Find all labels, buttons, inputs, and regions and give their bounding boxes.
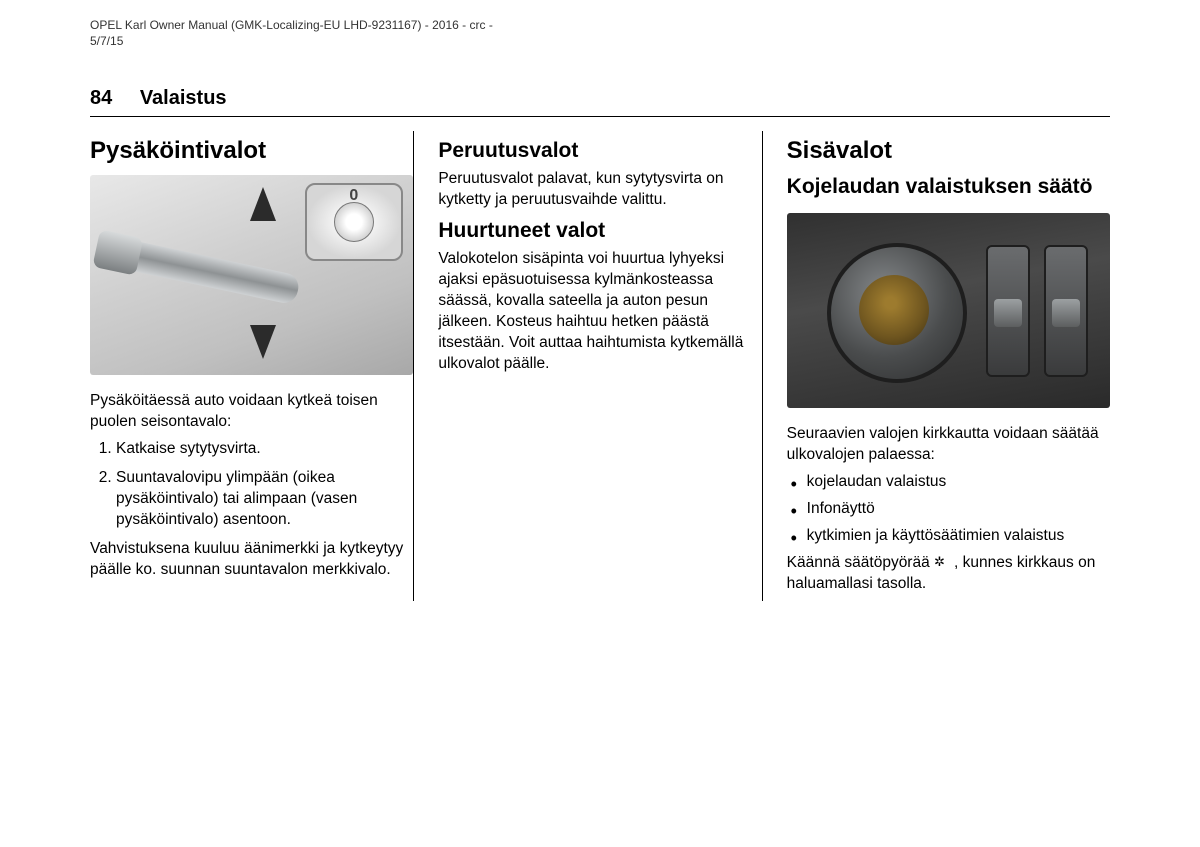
col1-intro: Pysäköitäessä auto voidaan kytkeä toisen… bbox=[90, 391, 413, 433]
inset-label: 0 bbox=[349, 187, 358, 205]
col2-para-a: Peruutusvalot palavat, kun sytytys­virta… bbox=[438, 169, 761, 211]
dashboard-dimmer-figure bbox=[787, 213, 1110, 408]
dimmer-slider-1-illustration bbox=[986, 245, 1030, 377]
col3-bullet-list: kojelaudan valaistus Infonäyttö kytkimie… bbox=[787, 472, 1110, 547]
col1-confirm: Vahvistuksena kuuluu äänimerkki ja kytke… bbox=[90, 539, 413, 581]
meta-header: OPEL Karl Owner Manual (GMK-Localizing-E… bbox=[90, 18, 1110, 49]
col1-steps: Katkaise sytytysvirta. Suuntavalovipu yl… bbox=[90, 439, 413, 531]
content-columns: Pysäköintivalot 0 Pysäköitäessä auto voi… bbox=[90, 131, 1110, 600]
col2-para-b: Valokotelon sisäpinta voi huurtua lyhyek… bbox=[438, 249, 761, 375]
col3-intro: Seuraavien valojen kirkkautta voidaan sä… bbox=[787, 424, 1110, 466]
page-root: OPEL Karl Owner Manual (GMK-Localizing-E… bbox=[0, 0, 1200, 631]
brightness-dial-icon bbox=[934, 555, 954, 569]
col2-heading-a: Peruutusvalot bbox=[438, 139, 761, 163]
col3-bullet-2: Infonäyttö bbox=[787, 499, 1110, 520]
section-title: Valaistus bbox=[140, 87, 227, 109]
col1-step-1: Katkaise sytytysvirta. bbox=[116, 439, 413, 460]
page-header: 84 Valaistus bbox=[90, 87, 1110, 117]
col3-end-para: Käännä säätöpyörää , kunnes kirkkaus on … bbox=[787, 553, 1110, 595]
arrow-up-icon bbox=[250, 187, 276, 221]
col1-heading: Pysäköintivalot bbox=[90, 137, 413, 165]
arrow-down-icon bbox=[250, 325, 276, 359]
parking-light-lever-figure: 0 bbox=[90, 175, 413, 375]
ignition-inset-icon: 0 bbox=[305, 183, 403, 261]
col3-bullet-1: kojelaudan valaistus bbox=[787, 472, 1110, 493]
col2-heading-b: Huurtuneet valot bbox=[438, 219, 761, 243]
col3-end-a: Käännä säätöpyörää bbox=[787, 554, 934, 571]
turn-signal-lever-illustration bbox=[99, 235, 301, 306]
col1-step-2: Suuntavalovipu ylimpään (oikea pysäköint… bbox=[116, 468, 413, 531]
page-number: 84 bbox=[90, 87, 112, 109]
column-1: Pysäköintivalot 0 Pysäköitäessä auto voi… bbox=[90, 131, 414, 600]
dimmer-slider-2-illustration bbox=[1044, 245, 1088, 377]
light-rotary-knob-illustration bbox=[827, 243, 967, 383]
col3-bullet-3: kytkimien ja käyttösäätimien valaistus bbox=[787, 526, 1110, 547]
meta-line-1: OPEL Karl Owner Manual (GMK-Localizing-E… bbox=[90, 18, 493, 32]
col3-sub-heading: Kojelaudan valaistuksen säätö bbox=[787, 175, 1110, 199]
column-2: Peruutusvalot Peruutusvalot palavat, kun… bbox=[438, 131, 762, 600]
column-3: Sisävalot Kojelaudan valaistuksen säätö … bbox=[787, 131, 1110, 600]
col3-main-heading: Sisävalot bbox=[787, 137, 1110, 165]
meta-line-2: 5/7/15 bbox=[90, 34, 123, 48]
